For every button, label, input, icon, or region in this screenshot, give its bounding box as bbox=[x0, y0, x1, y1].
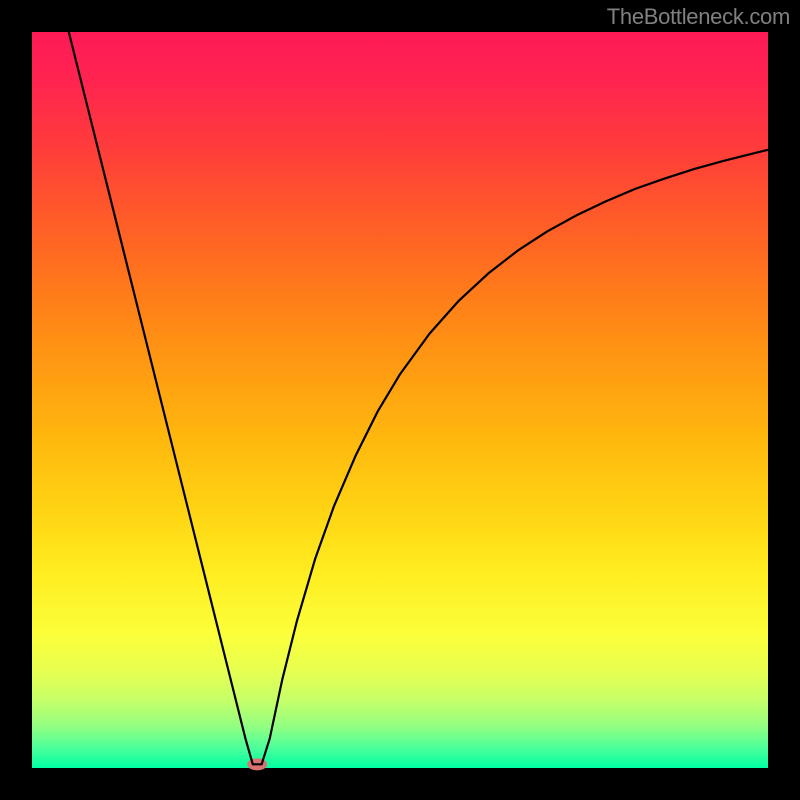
chart-container: TheBottleneck.com bbox=[0, 0, 800, 800]
bottleneck-curve-chart bbox=[0, 0, 800, 800]
watermark-text: TheBottleneck.com bbox=[607, 4, 790, 30]
chart-background bbox=[32, 32, 768, 768]
